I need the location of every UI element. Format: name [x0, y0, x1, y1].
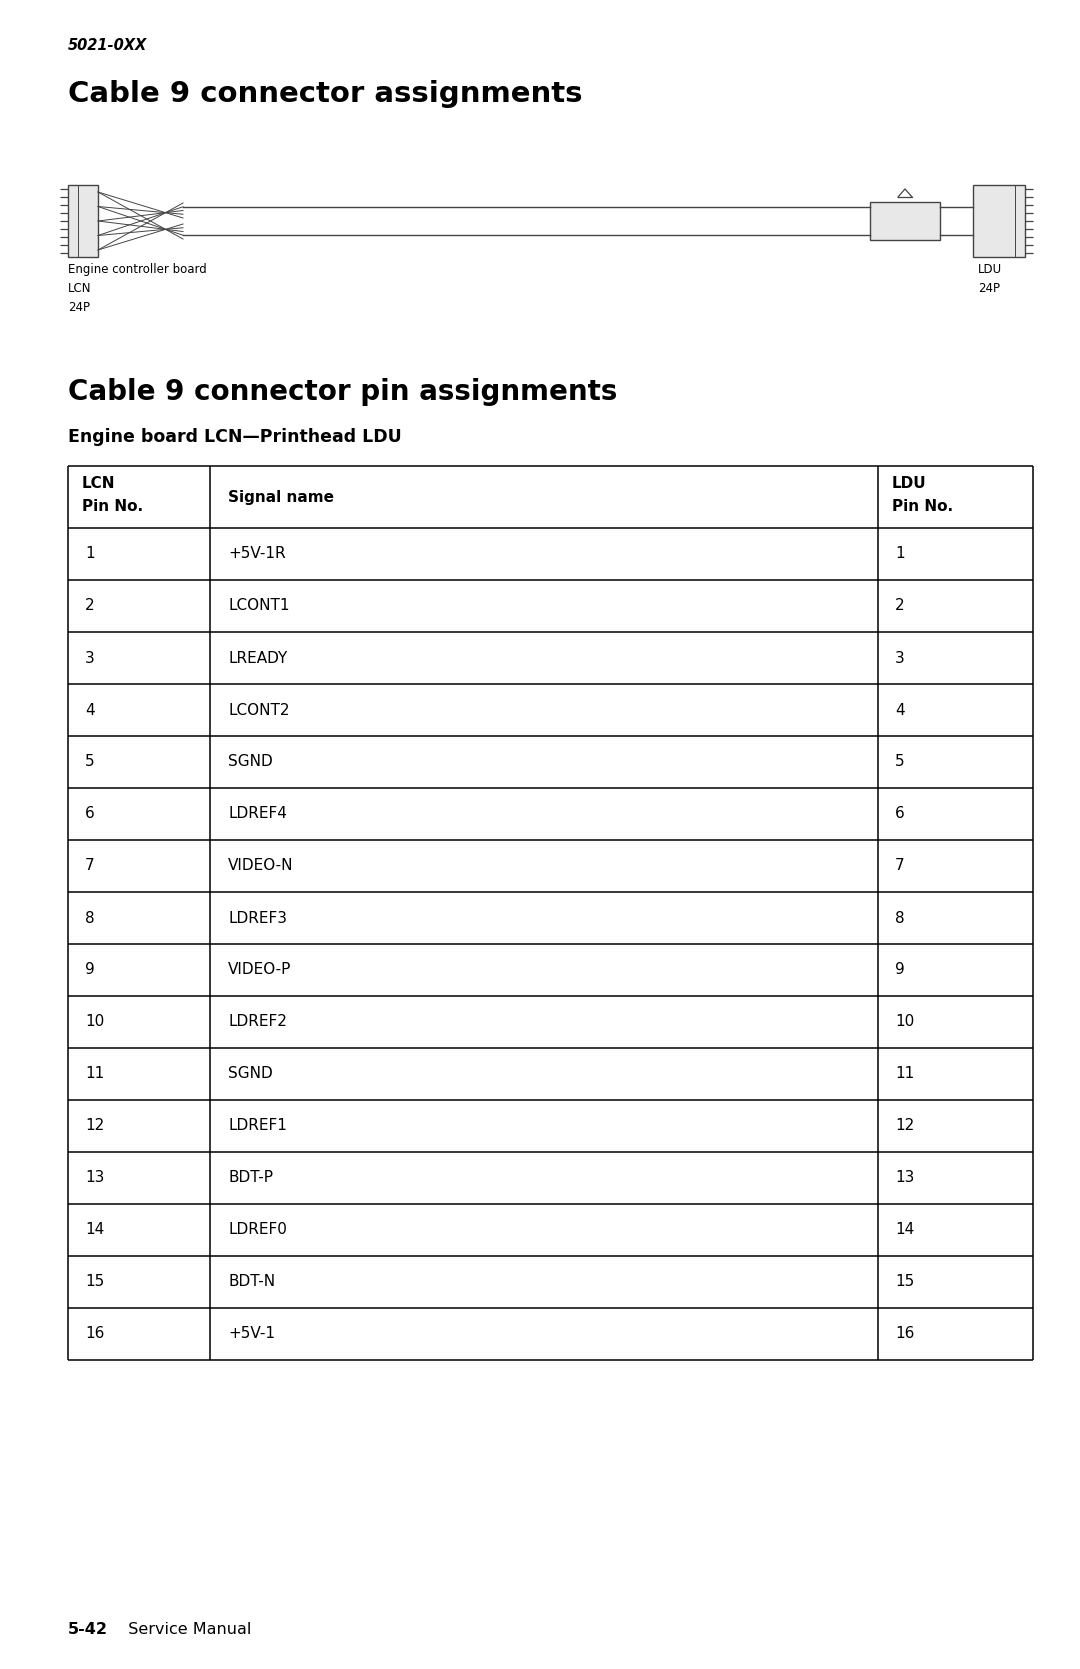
Text: +5V-1: +5V-1	[228, 1327, 275, 1342]
Text: Signal name: Signal name	[228, 489, 334, 504]
Text: VIDEO-P: VIDEO-P	[228, 963, 292, 978]
Text: Engine controller board: Engine controller board	[68, 264, 206, 275]
Text: 8: 8	[85, 911, 95, 926]
Text: 5: 5	[85, 754, 95, 769]
Text: 5021-0XX: 5021-0XX	[68, 38, 147, 53]
Text: +5V-1R: +5V-1R	[228, 546, 285, 561]
Text: 8: 8	[895, 911, 905, 926]
Text: 15: 15	[85, 1275, 105, 1290]
Bar	[870, 202, 940, 240]
Text: LCONT2: LCONT2	[228, 703, 289, 718]
Text: 9: 9	[85, 963, 95, 978]
Text: Cable 9 connector assignments: Cable 9 connector assignments	[68, 80, 582, 108]
Text: 12: 12	[895, 1118, 915, 1133]
Text: LREADY: LREADY	[228, 651, 287, 666]
Text: BDT-P: BDT-P	[228, 1170, 273, 1185]
Bar	[973, 185, 1025, 257]
Text: LDREF3: LDREF3	[228, 911, 287, 926]
Text: LDU: LDU	[892, 476, 927, 491]
Text: Cable 9 connector pin assignments: Cable 9 connector pin assignments	[68, 377, 618, 406]
Text: 10: 10	[85, 1015, 105, 1030]
Bar	[68, 185, 98, 257]
Text: 5: 5	[895, 754, 905, 769]
Text: 6: 6	[895, 806, 905, 821]
Text: 12: 12	[85, 1118, 105, 1133]
Text: LDREF2: LDREF2	[228, 1015, 287, 1030]
Text: VIDEO-N: VIDEO-N	[228, 858, 294, 873]
Text: 4: 4	[85, 703, 95, 718]
Text: Service Manual: Service Manual	[118, 1622, 252, 1637]
Text: 15: 15	[895, 1275, 915, 1290]
Text: BDT-N: BDT-N	[228, 1275, 275, 1290]
Text: SGND: SGND	[228, 1066, 273, 1082]
Text: 24P: 24P	[68, 300, 90, 314]
Text: 11: 11	[85, 1066, 105, 1082]
Text: 13: 13	[85, 1170, 105, 1185]
Text: 9: 9	[895, 963, 905, 978]
Text: 3: 3	[895, 651, 905, 666]
Text: 5-42: 5-42	[68, 1622, 108, 1637]
Text: 14: 14	[895, 1222, 915, 1237]
Text: 10: 10	[895, 1015, 915, 1030]
Text: LCONT1: LCONT1	[228, 599, 289, 614]
Text: Engine board LCN—Printhead LDU: Engine board LCN—Printhead LDU	[68, 427, 402, 446]
Text: LCN: LCN	[68, 282, 92, 295]
Text: 7: 7	[85, 858, 95, 873]
Text: 6: 6	[85, 806, 95, 821]
Text: 14: 14	[85, 1222, 105, 1237]
Text: LDREF0: LDREF0	[228, 1222, 287, 1237]
Text: 1: 1	[895, 546, 905, 561]
Text: 11: 11	[895, 1066, 915, 1082]
Text: 16: 16	[85, 1327, 105, 1342]
Text: 24P: 24P	[978, 282, 1000, 295]
Text: 7: 7	[895, 858, 905, 873]
Text: Pin No.: Pin No.	[892, 499, 954, 514]
Text: LDREF1: LDREF1	[228, 1118, 287, 1133]
Text: SGND: SGND	[228, 754, 273, 769]
Text: 16: 16	[895, 1327, 915, 1342]
Text: 4: 4	[895, 703, 905, 718]
Text: LDREF4: LDREF4	[228, 806, 287, 821]
Text: 3: 3	[85, 651, 95, 666]
Text: 1: 1	[85, 546, 95, 561]
Text: LDU: LDU	[978, 264, 1002, 275]
Text: 13: 13	[895, 1170, 915, 1185]
Text: 2: 2	[85, 599, 95, 614]
Text: 2: 2	[895, 599, 905, 614]
Text: LCN: LCN	[82, 476, 116, 491]
Text: Pin No.: Pin No.	[82, 499, 144, 514]
